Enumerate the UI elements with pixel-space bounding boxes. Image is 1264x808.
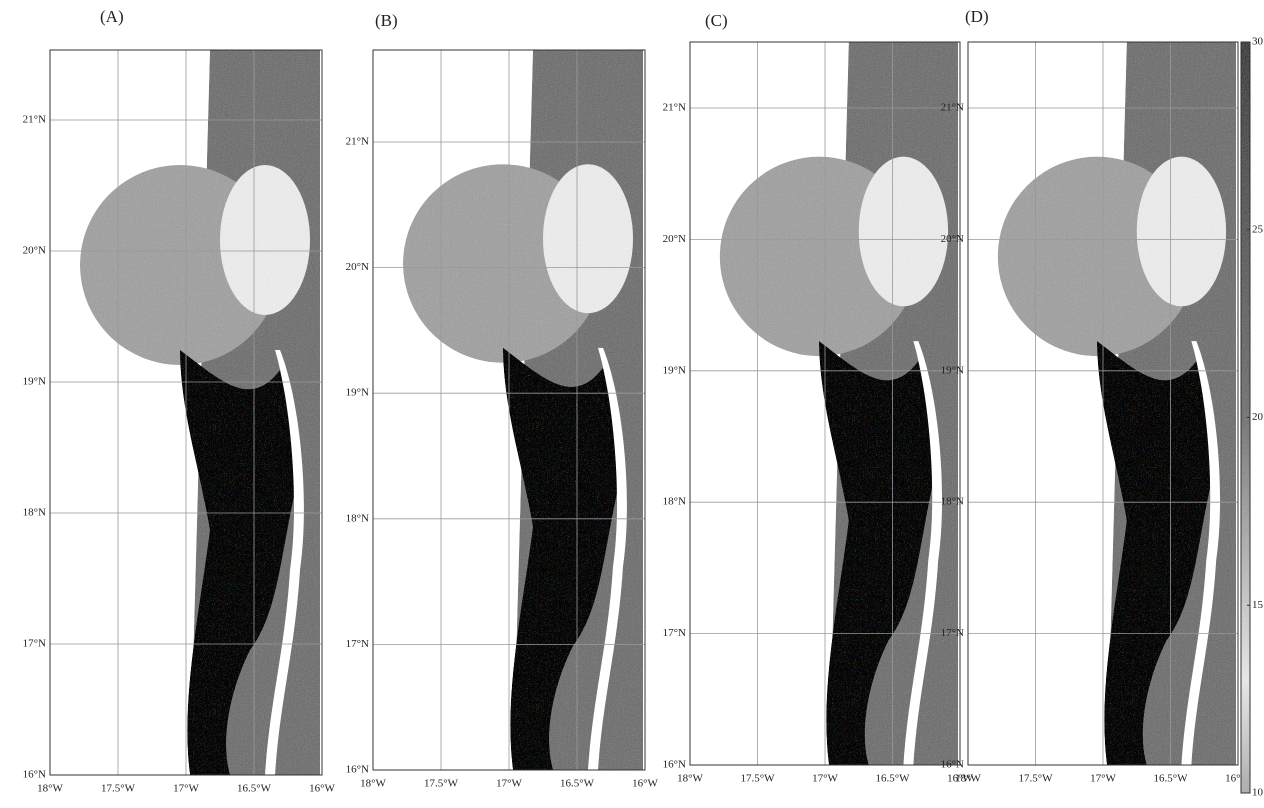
lon-tick-label: 16.5°W [237,783,272,795]
lat-tick-label: 17°N [941,627,964,639]
map-field [720,42,958,765]
lon-tick-label: 17.5°W [424,778,459,790]
figure: 21°N 20°N 19°N 18°N 17°N 16°N 18°W 17.5°W 17°W 16… [0,0,1264,808]
lat-tick-label: 18°N [663,496,686,508]
colorbar-tick-label: 30 [1252,36,1264,48]
lat-tick-label: 21°N [663,102,686,114]
lon-tick-label: 18°W [360,778,386,790]
lon-tick-label: 17.5°W [740,773,775,785]
panel-label: (D) [965,7,989,26]
lat-tick-label: 21°N [23,114,46,126]
lat-tick-label: 19°N [663,364,686,376]
lat-tick-label: 17°N [346,638,369,650]
lon-tick-label: 16.5°W [875,773,910,785]
lat-tick-label: 20°N [346,261,369,273]
colorbar-tick-label: 10 [1252,787,1264,799]
map-field [998,42,1236,765]
lat-tick-label: 16°N [23,769,46,781]
lat-tick-label: 21°N [346,136,369,148]
lon-tick-label: 17°W [496,778,522,790]
lat-tick-label: 18°N [941,496,964,508]
lat-tick-label: 18°N [23,507,46,519]
lat-tick-label: 18°N [346,512,369,524]
lat-tick-label: 20°N [663,233,686,245]
colorbar-tick-label: 25 [1252,223,1264,235]
map-field [80,50,320,775]
lon-tick-label: 17.5°W [1018,773,1053,785]
lat-tick-label: 16°N [346,764,369,776]
lon-tick-label: 18°W [677,773,703,785]
lon-tick-label: 17°W [173,783,199,795]
lon-tick-label: 16°W [632,778,658,790]
lon-tick-label: 18°W [955,773,981,785]
lat-tick-label: 19°N [346,387,369,399]
lat-tick-label: 19°N [941,364,964,376]
lat-tick-label: 21°N [941,102,964,114]
panel-label: (C) [705,11,728,30]
map-field [403,50,643,770]
lat-tick-label: 20°N [23,245,46,257]
lon-tick-label: 16°W [309,783,335,795]
lon-tick-label: 17°W [812,773,838,785]
lat-tick-label: 16°N [663,759,686,771]
lon-tick-label: 17.5°W [101,783,136,795]
panel-label: (B) [375,11,398,30]
panel-label: (A) [100,7,124,26]
lon-tick-label: 18°W [37,783,63,795]
lon-tick-label: 17°W [1090,773,1116,785]
lat-tick-label: 19°N [23,376,46,388]
lat-tick-label: 20°N [941,233,964,245]
lon-tick-label: 16.5°W [1153,773,1188,785]
lon-tick-label: 16.5°W [560,778,595,790]
lat-tick-label: 17°N [23,638,46,650]
lat-tick-label: 16°N [941,759,964,771]
lat-tick-label: 17°N [663,627,686,639]
colorbar-tick-label: 20 [1252,411,1264,423]
colorbar-tick-label: 15 [1252,599,1264,611]
